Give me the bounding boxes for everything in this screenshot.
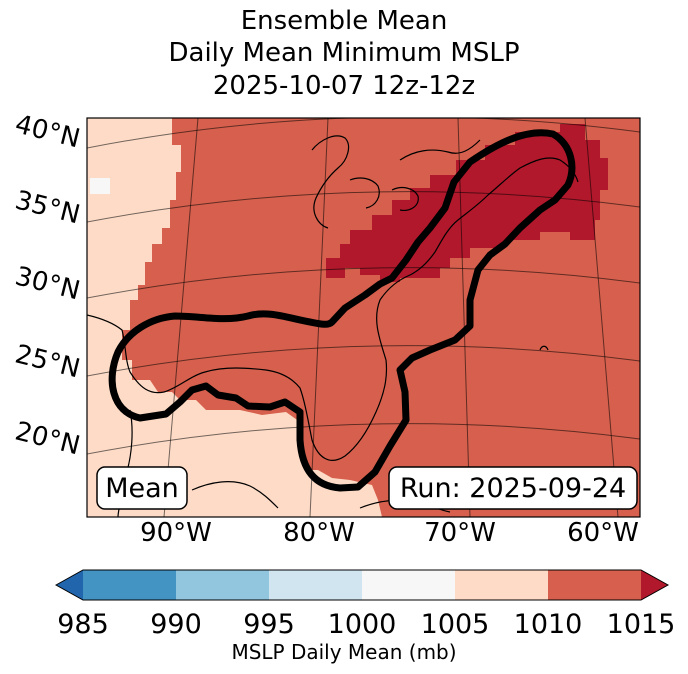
white-patch (90, 178, 110, 194)
colorbar-bin-1000-1005 (362, 570, 455, 600)
colorbar-tick-label: 1015 (607, 609, 676, 640)
colorbar-bin-995-1000 (269, 570, 362, 600)
pressure-field-1005-1010-southwest (87, 312, 382, 517)
mean-label: Mean (105, 473, 179, 504)
gridline-lat-20 (87, 423, 640, 455)
map-frame (86, 117, 641, 518)
colorbar-tick-label: 1010 (514, 609, 583, 640)
pressure-field-1005-1010-west (87, 118, 181, 312)
title-line-1: Ensemble Mean (240, 6, 448, 36)
graticule (87, 118, 640, 517)
title-line-2: Daily Mean Minimum MSLP (168, 38, 520, 68)
gridline-lon-70 (457, 118, 471, 517)
gridline-lat-35 (87, 191, 640, 223)
colorbar-tick-label: 995 (243, 609, 295, 640)
gridline-lon-80 (309, 118, 329, 517)
colorbar-tick-label: 990 (150, 609, 202, 640)
colorbar-title: MSLP Daily Mean (mb) (231, 640, 457, 664)
pressure-field-above-1015 (326, 124, 608, 282)
colorbar-extend-high (641, 570, 668, 600)
colorbar-bin-1010-1015 (548, 570, 641, 600)
lat-label-25: 25°N (12, 339, 83, 384)
run-label-box (388, 466, 638, 510)
lat-label-35: 35°N (12, 185, 83, 230)
run-label: Run: 2025-09-24 (400, 473, 626, 504)
lat-label-40: 40°N (12, 109, 83, 154)
colorbar-bin-985-990 (83, 570, 176, 600)
title-line-3: 2025-10-07 12z-12z (212, 71, 476, 101)
colorbar-tick-label: 1000 (328, 609, 397, 640)
colorbar-extend-low (56, 570, 83, 600)
lon-label-70: 70°W (424, 518, 496, 548)
mean-label-box (96, 466, 188, 510)
pressure-contour (108, 129, 576, 492)
map-area: Mean Run: 2025-09-24 (87, 118, 640, 517)
lon-label-90: 90°W (140, 518, 212, 548)
gridline-lat-30 (87, 267, 640, 299)
lat-label-30: 30°N (12, 261, 83, 306)
colorbar-bin-1005-1010 (455, 570, 548, 600)
colorbar-tick-label: 1005 (421, 609, 490, 640)
lon-label-80: 80°W (283, 518, 355, 548)
lon-label-60: 60°W (567, 518, 639, 548)
colorbar-bin-990-995 (176, 570, 269, 600)
lat-label-20: 20°N (12, 416, 83, 461)
colorbar-tick-label: 985 (57, 609, 109, 640)
gridline-lat-25 (87, 345, 640, 377)
colorbar-outline (54, 569, 670, 601)
gridline-lat-40 (87, 118, 640, 149)
gridline-lon-60 (584, 118, 619, 517)
colorbar: 985 990 995 1000 1005 1010 1015 (54, 569, 676, 640)
